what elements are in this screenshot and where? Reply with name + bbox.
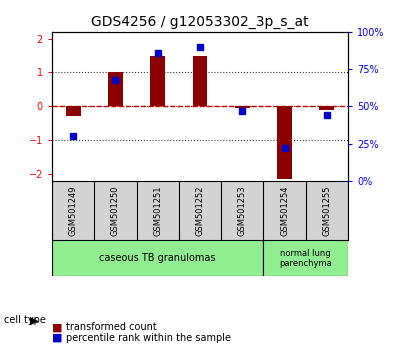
Text: GSM501249: GSM501249: [69, 185, 78, 236]
Text: caseous TB granulomas: caseous TB granulomas: [100, 253, 216, 263]
Title: GDS4256 / g12053302_3p_s_at: GDS4256 / g12053302_3p_s_at: [91, 16, 309, 29]
Text: GSM501250: GSM501250: [111, 185, 120, 236]
Bar: [235, 106, 250, 108]
Bar: [264, 240, 348, 276]
Bar: [108, 72, 123, 106]
Bar: [277, 106, 292, 179]
Text: GSM501251: GSM501251: [153, 185, 162, 236]
Text: normal lung
parenchyma: normal lung parenchyma: [279, 249, 332, 268]
Text: ■: ■: [52, 322, 62, 332]
Text: GSM501253: GSM501253: [238, 185, 247, 236]
Text: ▶: ▶: [30, 315, 38, 325]
Text: cell type: cell type: [4, 315, 46, 325]
Bar: [150, 56, 165, 106]
Text: transformed count: transformed count: [66, 322, 157, 332]
Text: GSM501254: GSM501254: [280, 185, 289, 236]
Text: GSM501255: GSM501255: [322, 185, 331, 236]
Bar: [193, 56, 208, 106]
Bar: [52, 240, 264, 276]
Bar: [320, 106, 334, 110]
Text: ■: ■: [52, 333, 62, 343]
Bar: [66, 106, 80, 116]
Text: GSM501252: GSM501252: [196, 185, 204, 236]
Text: percentile rank within the sample: percentile rank within the sample: [66, 333, 231, 343]
